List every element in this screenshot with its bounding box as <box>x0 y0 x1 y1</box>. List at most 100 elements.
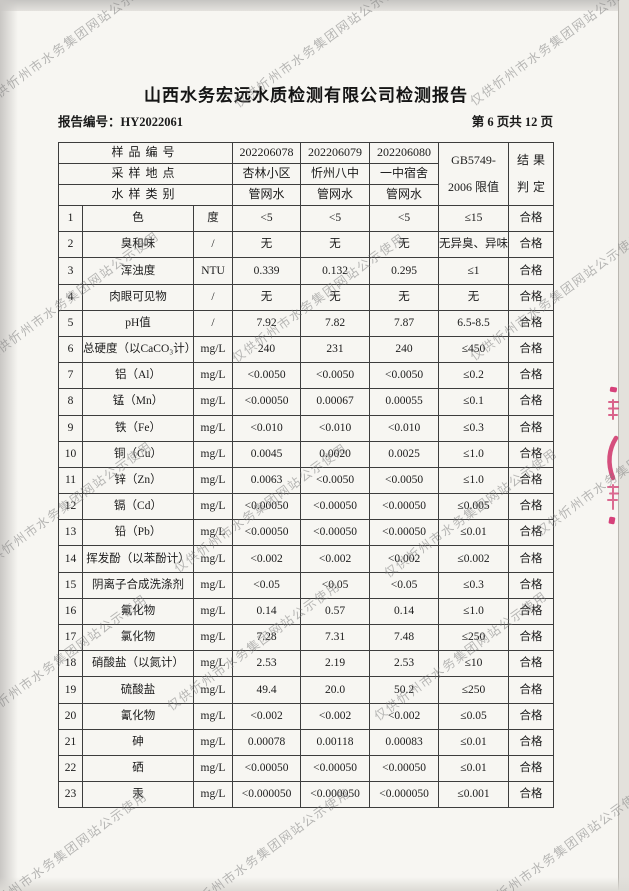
parameter-name-cell: pH值 <box>82 309 194 337</box>
sample1-value-cell: <0.00050 <box>232 493 302 521</box>
sample2-value-cell: <0.05 <box>300 571 371 599</box>
sample1-value-cell: <0.002 <box>232 702 302 730</box>
result-judgment-cell: 合格 <box>508 676 555 704</box>
sample1-value-cell: <0.002 <box>232 545 302 573</box>
sample-type-1: 管网水 <box>232 184 302 206</box>
sample2-value-cell: 231 <box>300 335 371 364</box>
sample3-value-cell: <0.00050 <box>369 519 440 547</box>
unit-cell: mg/L <box>192 728 234 756</box>
report-meta-row: 报告编号：HY2022061 第 6 页共 12 页 <box>58 111 553 130</box>
table-row: 19 硫酸盐 mg/L 49.4 20.0 50.2 ≤250 合格 <box>58 676 555 704</box>
sample1-value-cell: 0.0063 <box>232 466 302 495</box>
limit-value-cell: ≤0.002 <box>438 545 510 573</box>
row-index-cell: 13 <box>58 519 83 547</box>
result-judgment-cell: 合格 <box>508 362 555 390</box>
table-row: 20 氰化物 mg/L <0.002 <0.002 <0.002 ≤0.05 合格 <box>58 702 555 730</box>
table-row: 23 汞 mg/L <0.000050 <0.000050 <0.000050 ≤0.001… <box>58 781 555 809</box>
sample-type-3: 管网水 <box>369 184 440 206</box>
limit-value-cell: ≤0.2 <box>438 362 510 390</box>
parameter-name-cell: 砷 <box>82 728 194 756</box>
unit-cell: mg/L <box>192 335 234 364</box>
unit-cell: 度 <box>192 204 234 233</box>
table-row: 6 总硬度（以CaCO₃计） mg/L 240 231 240 ≤450 合格 <box>58 335 555 364</box>
result-judgment-cell: 合格 <box>508 545 555 573</box>
sample2-value-cell: <0.010 <box>300 414 371 442</box>
sample2-value-cell: <0.002 <box>300 702 371 730</box>
sample1-value-cell: 240 <box>232 335 302 364</box>
result-header-line2: 判定 <box>517 179 550 194</box>
sample3-value-cell: <5 <box>369 204 440 233</box>
sample2-value-cell: <0.0050 <box>300 362 371 390</box>
parameter-name-cell: 镉（Cd） <box>82 493 194 521</box>
sample1-value-cell: <0.00050 <box>232 519 302 547</box>
unit-cell: mg/L <box>192 650 234 678</box>
result-judgment-cell: 合格 <box>508 597 555 626</box>
sample1-value-cell: <0.05 <box>232 571 302 599</box>
limit-value-cell: ≤15 <box>438 204 510 233</box>
parameter-name-cell: 汞 <box>82 781 194 809</box>
sample3-value-cell: 0.00055 <box>369 388 440 416</box>
unit-cell: mg/L <box>192 754 234 783</box>
unit-cell: mg/L <box>192 466 234 495</box>
table-row: 9 铁（Fe） mg/L <0.010 <0.010 <0.010 ≤0.3 合格 <box>58 414 555 442</box>
sample-id-2: 202206079 <box>300 142 371 164</box>
row-index-cell: 2 <box>58 231 83 259</box>
unit-cell: mg/L <box>192 519 234 547</box>
unit-cell: / <box>192 283 234 311</box>
sample2-value-cell: 0.00118 <box>300 728 371 756</box>
results-tbody: 1 色度 <5 <5 <5 ≤15 合格 2 臭和味 / 无无无无异臭、异味 合格 3 浑浊度 NTU 0.3… <box>58 204 555 809</box>
header-row-sample-site: 采样地点 杏林小区 忻州八中 一中宿舍 <box>57 163 554 185</box>
unit-cell: mg/L <box>192 493 234 521</box>
sample3-value-cell: 7.48 <box>369 623 440 652</box>
table-row: 13 铅（Pb） mg/L <0.00050 <0.00050 <0.00050 ≤0.01… <box>58 519 555 547</box>
sample1-value-cell: 7.28 <box>232 623 302 652</box>
sample2-value-cell: 2.19 <box>300 650 371 678</box>
row-index-cell: 8 <box>58 388 83 416</box>
result-judgment-cell: 合格 <box>508 414 555 442</box>
sample3-value-cell: 2.53 <box>369 650 440 678</box>
sample1-value-cell: <5 <box>232 204 302 233</box>
sample2-value-cell: <0.0050 <box>300 466 371 495</box>
sample3-value-cell: <0.0050 <box>369 466 440 495</box>
limit-value-cell: ≤1.0 <box>438 440 510 468</box>
unit-cell: mg/L <box>192 440 234 468</box>
sample3-value-cell: <0.0050 <box>369 362 440 390</box>
sample1-value-cell: 无 <box>232 283 302 311</box>
unit-cell: NTU <box>192 257 234 285</box>
parameter-name-cell: 色 <box>82 204 194 233</box>
unit-cell: / <box>192 309 234 337</box>
result-judgment-cell: 合格 <box>508 623 555 652</box>
sample3-value-cell: 7.87 <box>369 309 440 337</box>
limit-value-cell: ≤10 <box>438 650 510 678</box>
parameter-name-cell: 硒 <box>82 754 194 783</box>
sample2-value-cell: <5 <box>300 204 371 233</box>
parameter-name-cell: 锰（Mn） <box>82 388 194 416</box>
parameter-name-cell: 铁（Fe） <box>82 414 194 442</box>
limit-value-cell: ≤1 <box>438 257 510 285</box>
sample1-value-cell: 7.92 <box>232 309 302 337</box>
unit-cell: mg/L <box>192 388 234 416</box>
limit-value-cell: ≤250 <box>438 676 510 704</box>
sample2-value-cell: 0.00067 <box>300 388 371 416</box>
result-judgment-cell: 合格 <box>508 257 555 285</box>
table-row: 8 锰（Mn） mg/L <0.00050 0.00067 0.00055 ≤0.1 合格 <box>58 388 555 416</box>
sample1-value-cell: <0.00050 <box>232 388 302 416</box>
limit-value-cell: 无 <box>438 283 510 311</box>
row-index-cell: 23 <box>58 781 83 809</box>
unit-cell: mg/L <box>192 545 234 573</box>
row-index-cell: 6 <box>58 335 83 364</box>
unit-cell: mg/L <box>192 362 234 390</box>
row-index-cell: 5 <box>58 309 83 337</box>
sample3-value-cell: <0.002 <box>369 545 440 573</box>
table-row: 16 氟化物 mg/L 0.14 0.57 0.14 ≤1.0 合格 <box>58 597 555 626</box>
sample2-value-cell: 无 <box>300 231 371 259</box>
sample1-value-cell: <0.0050 <box>232 362 302 390</box>
table-row: 14 挥发酚（以苯酚计） mg/L <0.002 <0.002 <0.002 ≤0.002 合… <box>58 545 555 573</box>
limit-value-cell: ≤1.0 <box>438 466 510 495</box>
table-row: 2 臭和味 / 无无无无异臭、异味 合格 <box>58 231 555 259</box>
limit-value-cell: 6.5-8.5 <box>438 309 510 337</box>
result-judgment-cell: 合格 <box>508 781 555 809</box>
sample1-value-cell: 0.00078 <box>232 728 302 756</box>
table-row: 17 氯化物 mg/L 7.28 7.31 7.48 ≤250 合格 <box>58 623 555 652</box>
result-judgment-cell: 合格 <box>508 702 555 730</box>
